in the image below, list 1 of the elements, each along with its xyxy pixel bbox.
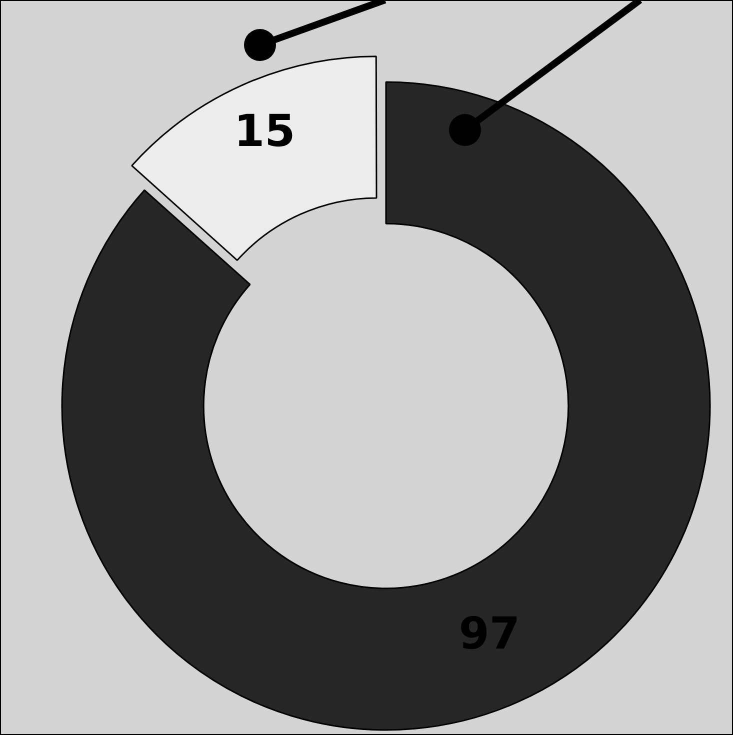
data-label: 15 xyxy=(234,106,296,158)
